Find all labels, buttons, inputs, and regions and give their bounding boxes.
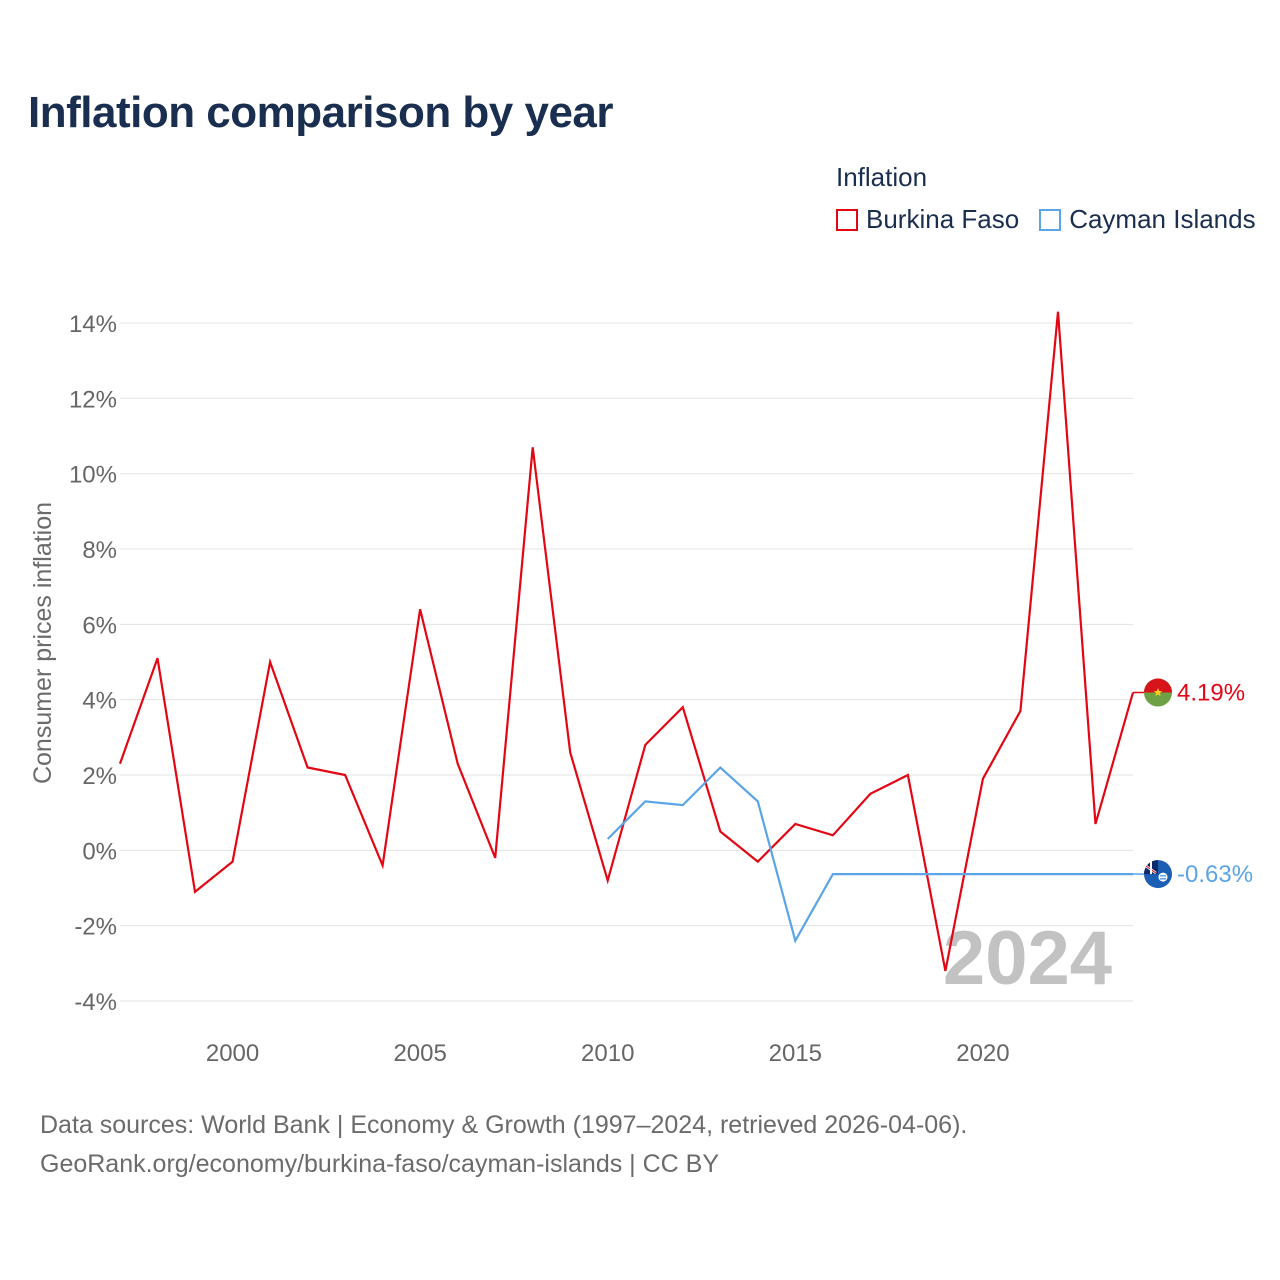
- x-tick-label: 2020: [956, 1040, 1009, 1067]
- legend-item-cayman-islands[interactable]: Cayman Islands: [1039, 204, 1256, 235]
- legend-swatch-burkina-faso: [836, 208, 858, 231]
- legend-swatch-cayman-islands: [1039, 208, 1062, 231]
- chart-title: Inflation comparison by year: [28, 88, 614, 137]
- y-tick-label: 12%: [69, 386, 117, 413]
- end-value-label-burkina-faso: 4.19%: [1177, 680, 1245, 707]
- flag-icon-cayman-islands: [1144, 860, 1172, 889]
- legend: Burkina Faso Cayman Islands: [836, 204, 1276, 235]
- y-tick-label: 0%: [82, 838, 117, 865]
- y-tick-label: 14%: [69, 311, 117, 338]
- series-line-burkina-faso: [118, 311, 1135, 972]
- x-tick-label: 2005: [393, 1040, 446, 1067]
- year-watermark: 2024: [943, 916, 1112, 1001]
- series-end-markers: 4.19% -0.63%: [1133, 678, 1253, 889]
- y-tick-label: 6%: [82, 612, 117, 639]
- y-tick-label: 4%: [82, 688, 117, 715]
- y-tick-label: 2%: [82, 763, 117, 790]
- y-tick-label: -2%: [74, 914, 117, 941]
- end-value-label-cayman-islands: -0.63%: [1177, 861, 1253, 888]
- x-tick-label: 2000: [206, 1040, 259, 1067]
- y-tick-label: -4%: [74, 989, 117, 1016]
- footer-link[interactable]: GeoRank.org/economy/burkina-faso/cayman-…: [40, 1150, 720, 1178]
- flag-icon-burkina-faso: [1144, 678, 1172, 707]
- gridlines: [120, 322, 1133, 1002]
- series-lines: [118, 311, 1135, 972]
- footer: Data sources: World Bank | Economy & Gro…: [40, 1106, 967, 1184]
- legend-item-burkina-faso[interactable]: Burkina Faso: [836, 204, 1019, 235]
- legend-label-cayman-islands: Cayman Islands: [1069, 204, 1256, 234]
- x-tick-label: 2015: [769, 1040, 822, 1067]
- y-tick-label: 8%: [82, 537, 117, 564]
- x-axis-ticks: 2000 2005 2010 2015 2020: [206, 1040, 1010, 1067]
- y-tick-label: 10%: [69, 462, 117, 489]
- legend-title: Inflation: [836, 162, 928, 192]
- series-line-cayman-islands: [606, 765, 1133, 944]
- legend-label-burkina-faso: Burkina Faso: [866, 204, 1020, 234]
- x-tick-label: 2010: [581, 1040, 634, 1067]
- y-axis-ticks: -4% -2% 0% 2% 4% 6% 8% 10% 12% 14%: [69, 311, 117, 1016]
- footer-sources: Data sources: World Bank | Economy & Gro…: [40, 1111, 968, 1139]
- y-axis-label: Consumer prices inflation: [29, 502, 57, 784]
